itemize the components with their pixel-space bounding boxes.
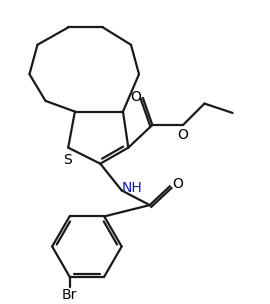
Text: O: O (178, 128, 188, 142)
Text: O: O (172, 177, 183, 191)
Text: S: S (63, 153, 72, 167)
Text: Br: Br (62, 288, 77, 302)
Text: O: O (130, 90, 141, 104)
Text: NH: NH (122, 181, 142, 195)
